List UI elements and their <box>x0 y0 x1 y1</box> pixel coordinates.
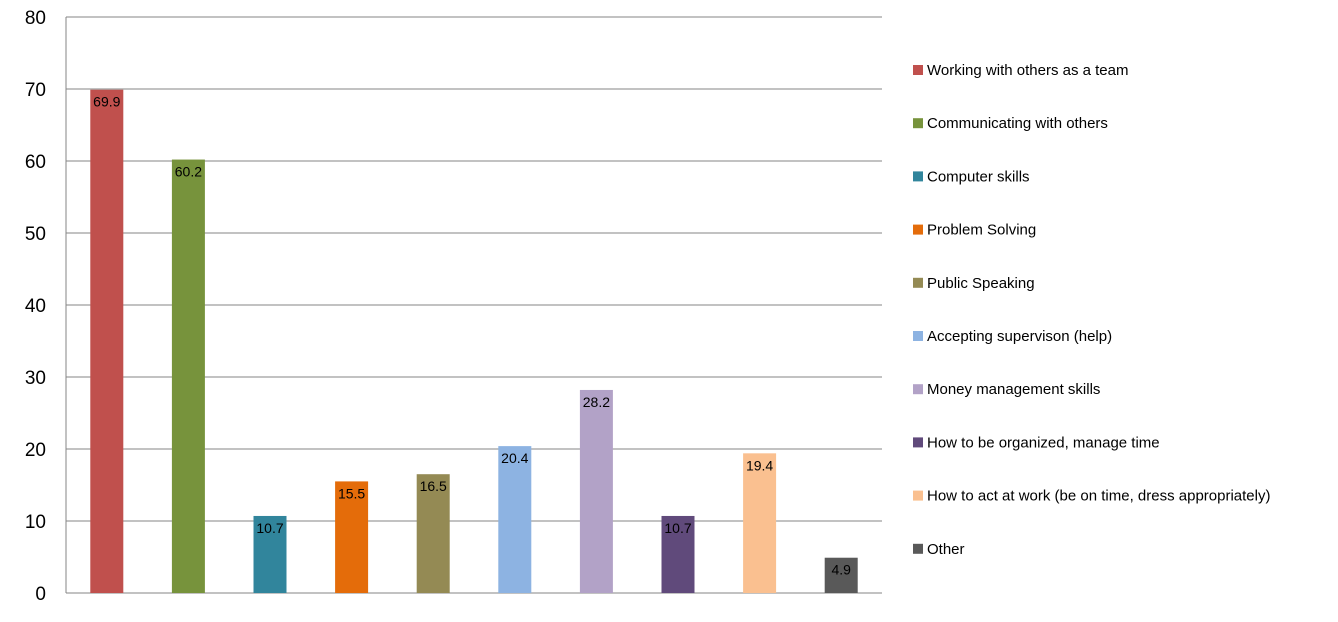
bar <box>743 453 777 593</box>
bar <box>498 446 532 593</box>
legend-label: How to be organized, manage time <box>927 434 1160 451</box>
data-label: 16.5 <box>420 478 447 494</box>
legend-swatch <box>913 437 923 448</box>
legend-swatch <box>913 543 923 554</box>
bar <box>335 481 369 593</box>
y-tick-label: 0 <box>35 584 46 605</box>
legend-label: Communicating with others <box>927 115 1108 132</box>
y-tick-label: 40 <box>25 296 46 317</box>
y-tick-label: 30 <box>25 368 46 389</box>
bar <box>171 159 205 593</box>
legend-swatch <box>913 224 923 235</box>
bar <box>253 515 287 593</box>
data-label: 4.9 <box>831 562 851 578</box>
legend-swatch <box>913 331 923 341</box>
data-label: 69.9 <box>93 94 120 110</box>
data-label: 19.4 <box>746 457 773 473</box>
data-label: 60.2 <box>175 164 202 180</box>
bar <box>661 515 695 593</box>
legend-label: Problem Solving <box>927 222 1036 239</box>
y-tick-label: 10 <box>25 512 46 533</box>
bar <box>579 389 613 593</box>
legend-swatch <box>913 277 923 288</box>
bars <box>90 89 858 593</box>
legend-label: Public Speaking <box>927 275 1035 292</box>
legend-swatch <box>913 118 923 129</box>
data-label: 20.4 <box>501 450 528 466</box>
y-tick-label: 60 <box>25 152 46 173</box>
legend-label: Working with others as a team <box>927 62 1128 79</box>
y-tick-label: 50 <box>25 224 46 245</box>
data-labels: 69.9 60.2 10.7 15.5 16.5 20.4 28.2 10.7 19.4 4.9 <box>93 94 851 578</box>
data-label: 28.2 <box>583 394 610 410</box>
legend-label: Money management skills <box>927 381 1100 398</box>
legend-label: Accepting supervison (help) <box>927 328 1112 345</box>
legend-label: Computer skills <box>927 168 1030 185</box>
legend-swatch <box>913 65 923 75</box>
data-label: 10.7 <box>664 520 691 536</box>
bar <box>824 557 858 593</box>
legend-label: How to act at work (be on time, dress ap… <box>927 488 1270 505</box>
y-tick-labels: 0 10 20 30 40 50 60 70 80 <box>25 8 46 605</box>
y-tick-label: 70 <box>25 80 46 101</box>
legend-swatch <box>913 490 923 501</box>
y-tick-label: 20 <box>25 440 46 461</box>
data-label: 10.7 <box>256 520 283 536</box>
legend: Working with others as a team Communicati… <box>913 62 1270 558</box>
bar <box>90 89 124 593</box>
y-tick-label: 80 <box>25 8 46 29</box>
legend-swatch <box>913 171 923 182</box>
bar <box>416 474 450 593</box>
legend-label: Other <box>927 541 965 558</box>
legend-swatch <box>913 384 923 395</box>
data-label: 15.5 <box>338 485 365 501</box>
